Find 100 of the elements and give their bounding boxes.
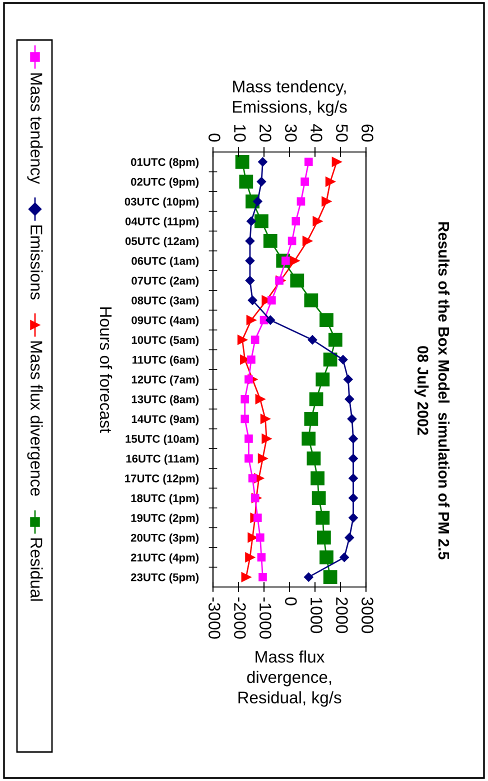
x-axis-title: Mass flux divergence, Residual, kg/s xyxy=(238,650,342,707)
point xyxy=(304,158,313,166)
point xyxy=(237,334,248,345)
point xyxy=(302,432,316,446)
x2-tick-label: 0 xyxy=(208,134,220,142)
point xyxy=(248,532,258,542)
point xyxy=(338,354,348,364)
point xyxy=(300,177,309,186)
point xyxy=(312,216,322,226)
point xyxy=(340,552,349,562)
point xyxy=(348,454,358,464)
point xyxy=(254,214,268,228)
y-tick-label: 12UTC (7am) xyxy=(132,375,199,386)
y-tick-label: 16UTC (11am) xyxy=(126,454,199,465)
point xyxy=(323,570,338,584)
x-tick-label: -3000 xyxy=(208,597,220,639)
point xyxy=(248,474,257,482)
y-tick-label: 02UTC (9pm) xyxy=(131,178,199,188)
legend-label: Mass flux divergence xyxy=(27,341,43,496)
point xyxy=(323,352,338,367)
point xyxy=(266,315,275,325)
point xyxy=(292,217,300,226)
point xyxy=(348,493,358,503)
point xyxy=(248,296,258,305)
point xyxy=(263,234,278,248)
point xyxy=(296,197,306,206)
point xyxy=(344,394,354,404)
point xyxy=(255,394,266,404)
point xyxy=(306,452,321,466)
x-tick-label: -2000 xyxy=(234,597,246,639)
point xyxy=(275,276,284,285)
point xyxy=(302,236,312,246)
x2-tick-label: 20 xyxy=(260,124,272,142)
point xyxy=(253,514,262,522)
point xyxy=(257,553,266,562)
x-tick-label: -1000 xyxy=(260,597,272,639)
x2-tick-label: 30 xyxy=(285,124,297,142)
point xyxy=(241,572,252,582)
point xyxy=(348,474,358,483)
point xyxy=(267,296,276,304)
x-tick-label: 1000 xyxy=(310,598,322,634)
point xyxy=(316,372,330,386)
y-tick-label: 18UTC (1pm) xyxy=(131,494,199,504)
y-tick-label: 10UTC (5am) xyxy=(132,336,199,346)
point xyxy=(304,572,314,582)
point xyxy=(258,157,268,167)
point xyxy=(240,414,250,424)
point xyxy=(258,454,268,464)
point xyxy=(332,157,342,167)
point xyxy=(308,335,318,344)
point xyxy=(245,236,255,246)
y-tick-label: 04UTC (11pm) xyxy=(125,217,199,228)
point xyxy=(344,374,353,384)
y-tick-label: 09UTC (4am) xyxy=(132,316,199,326)
x2-tick-label: 60 xyxy=(362,124,374,142)
y-tick-label: 14UTC (9am) xyxy=(132,414,199,426)
y-tick-label: 01UTC (8pm) xyxy=(131,158,199,168)
point xyxy=(244,434,253,443)
point xyxy=(244,454,253,463)
point xyxy=(344,532,354,542)
point xyxy=(304,412,318,426)
text: Results of the Box Model simulation of PM 2.5 08 July 2002 xyxy=(414,222,450,560)
y-tick-label: 03UTC (10pm) xyxy=(124,197,199,208)
x2-tick-label: 10 xyxy=(234,125,246,142)
point xyxy=(348,513,358,522)
point xyxy=(320,313,334,328)
point xyxy=(256,177,266,186)
point xyxy=(347,414,357,424)
y-tick-label: 13UTC (8am) xyxy=(132,395,199,406)
y-tick-label: 19UTC (2pm) xyxy=(131,514,199,524)
y-tick-label: 17UTC (12pm) xyxy=(125,474,199,485)
point xyxy=(256,533,264,542)
point xyxy=(245,256,255,266)
point xyxy=(290,274,304,288)
point xyxy=(250,336,260,344)
point xyxy=(246,315,256,325)
legend-label: Residual xyxy=(30,538,43,601)
point xyxy=(316,510,330,525)
point xyxy=(253,196,262,206)
x2-tick-label: 50 xyxy=(336,124,348,142)
point xyxy=(244,375,253,384)
point xyxy=(245,552,255,562)
y-tick-label: 20UTC (3pm) xyxy=(130,534,199,544)
point xyxy=(322,196,332,206)
point xyxy=(288,236,296,246)
point xyxy=(246,216,256,226)
y-tick-label: 07UTC (2am) xyxy=(132,276,199,287)
point xyxy=(310,471,324,486)
y-tick-label: 06UTC (1am) xyxy=(132,256,199,268)
y-tick-label: 23UTC (5pm) xyxy=(130,573,199,584)
point xyxy=(239,174,254,189)
y-tick-label: 11UTC (6am) xyxy=(132,356,199,366)
y-tick-label: 05UTC (12am) xyxy=(125,236,199,248)
point xyxy=(312,491,326,505)
point xyxy=(262,434,272,444)
point xyxy=(290,256,300,266)
x2-axis-title: Mass tendency, Emissions, kg/s xyxy=(232,80,347,116)
x-tick-label: 2000 xyxy=(336,598,348,634)
legend-label: Mass tendency xyxy=(27,73,43,184)
point xyxy=(348,434,358,444)
